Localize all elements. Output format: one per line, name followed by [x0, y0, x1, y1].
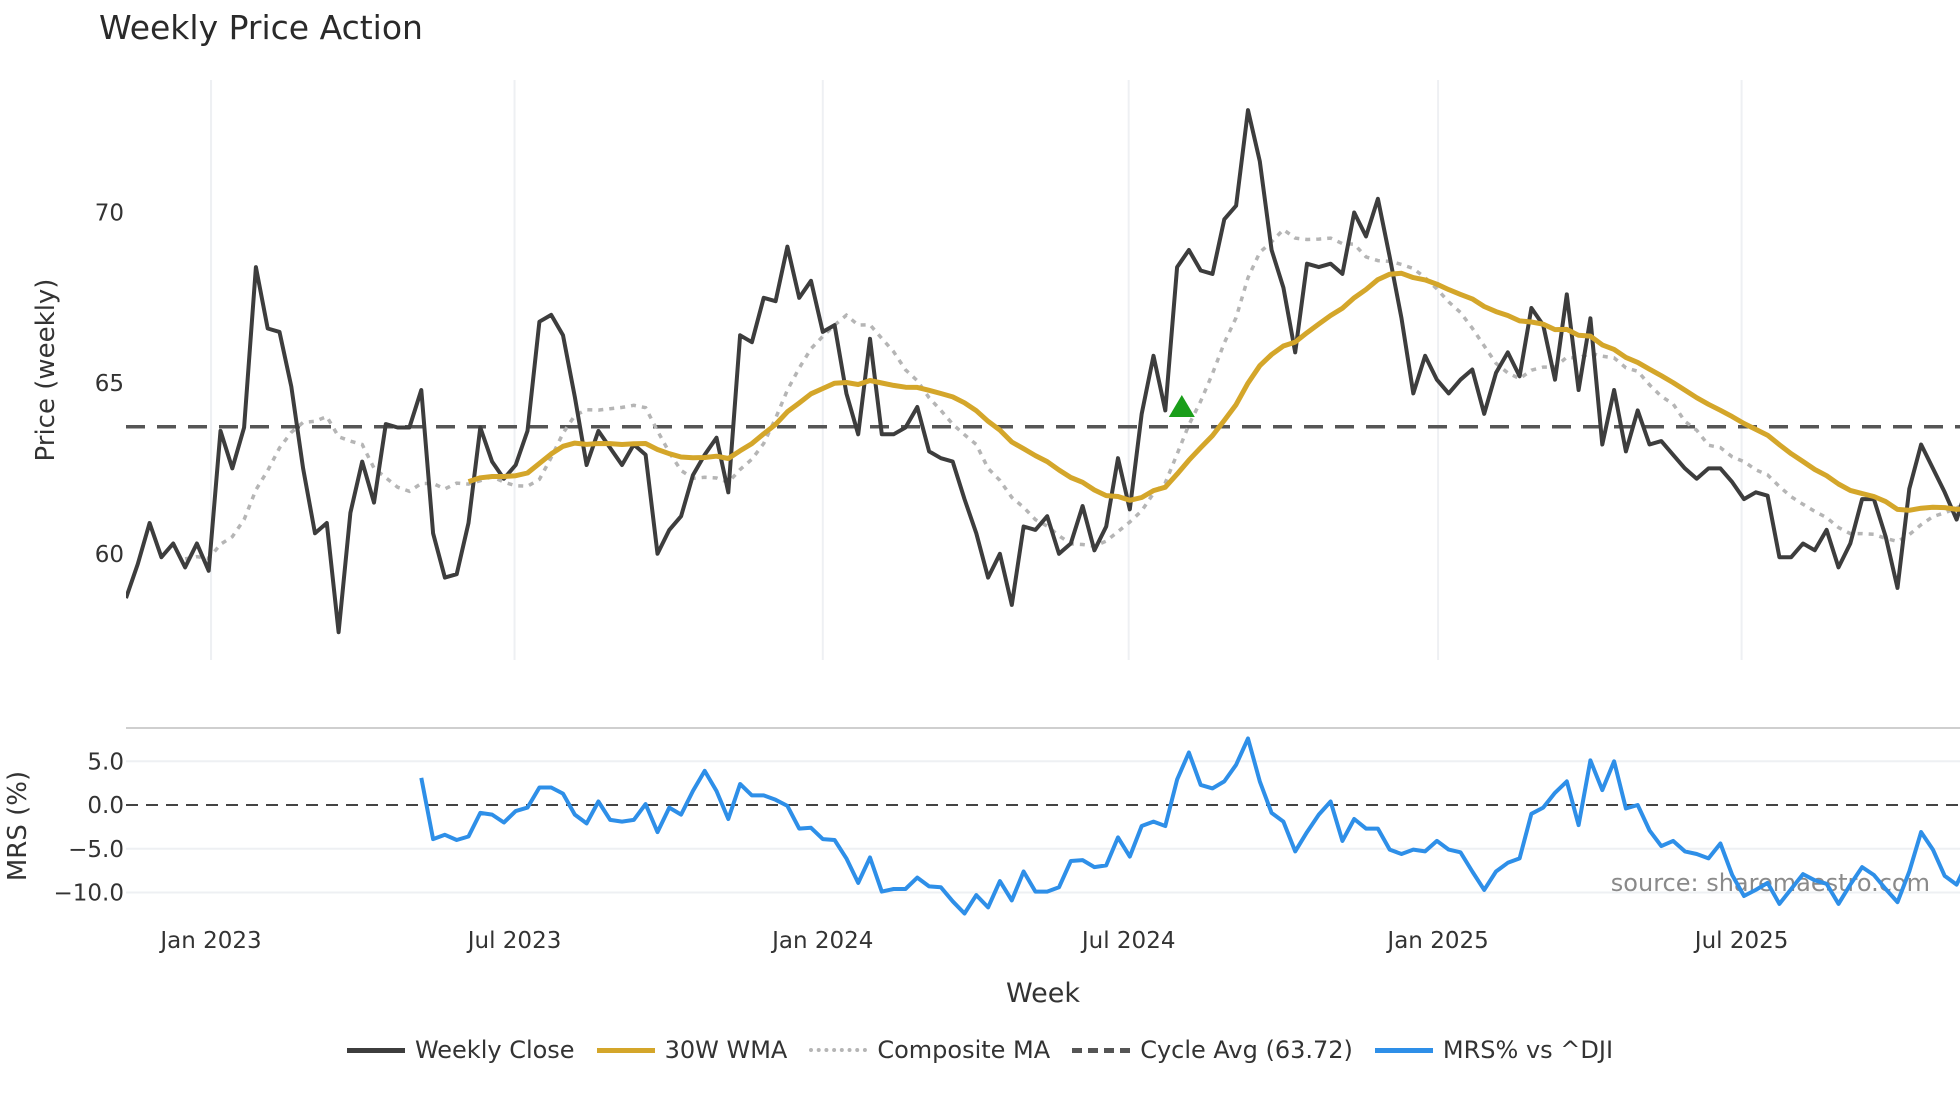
legend-label: Cycle Avg (63.72)	[1140, 1036, 1353, 1064]
mrs-line	[419, 736, 1960, 916]
watermark: source: sharemaestro.com	[1611, 869, 1930, 897]
legend-swatch	[809, 1048, 868, 1052]
x-tick-label: Jul 2025	[1693, 928, 1789, 954]
mrs-tick-label: 0.0	[87, 793, 124, 819]
wma-line	[467, 270, 1960, 513]
legend: Weekly Close 30W WMA Composite MA Cycle Avg…	[0, 1036, 1960, 1064]
mrs-plot-area	[419, 736, 1960, 916]
lower-y-axis-label: MRS (%)	[3, 771, 33, 881]
y-axis-label: Price (weekly)	[31, 279, 61, 462]
x-tick-label: Jul 2023	[466, 928, 562, 954]
y-tick-label: 70	[95, 201, 124, 227]
legend-label: Weekly Close	[414, 1036, 575, 1064]
legend-label: MRS% vs ^DJI	[1442, 1036, 1614, 1064]
legend-item[interactable]: Composite MA	[809, 1036, 1050, 1064]
x-tick-label: Jan 2025	[1385, 928, 1488, 954]
weekly-close-line	[126, 108, 1960, 635]
x-tick-label: Jan 2024	[770, 928, 873, 954]
legend-label: Composite MA	[877, 1036, 1051, 1064]
y-tick-label: 65	[95, 371, 124, 397]
chart-title: Weekly Price Action	[99, 8, 423, 47]
legend-swatch	[346, 1047, 405, 1053]
legend-item[interactable]: Weekly Close	[346, 1036, 575, 1064]
x-tick-label: Jan 2023	[158, 928, 261, 954]
legend-swatch	[1374, 1047, 1433, 1053]
x-axis-label: Week	[1006, 978, 1080, 1009]
mrs-tick-label: 5.0	[87, 749, 124, 775]
legend-label: 30W WMA	[664, 1036, 788, 1064]
legend-swatch	[1072, 1047, 1131, 1053]
x-tick-label: Jul 2024	[1080, 928, 1176, 954]
legend-item[interactable]: 30W WMA	[596, 1036, 788, 1064]
legend-item[interactable]: MRS% vs ^DJI	[1374, 1036, 1614, 1064]
buy-signal-triangle-icon	[1168, 395, 1195, 418]
mrs-tick-label: −5.0	[68, 837, 124, 863]
mrs-tick-label: −10.0	[54, 881, 124, 907]
price-plot-area	[126, 108, 1960, 635]
legend-swatch	[596, 1047, 655, 1053]
legend-item[interactable]: Cycle Avg (63.72)	[1072, 1036, 1353, 1064]
y-tick-label: 60	[95, 542, 124, 568]
